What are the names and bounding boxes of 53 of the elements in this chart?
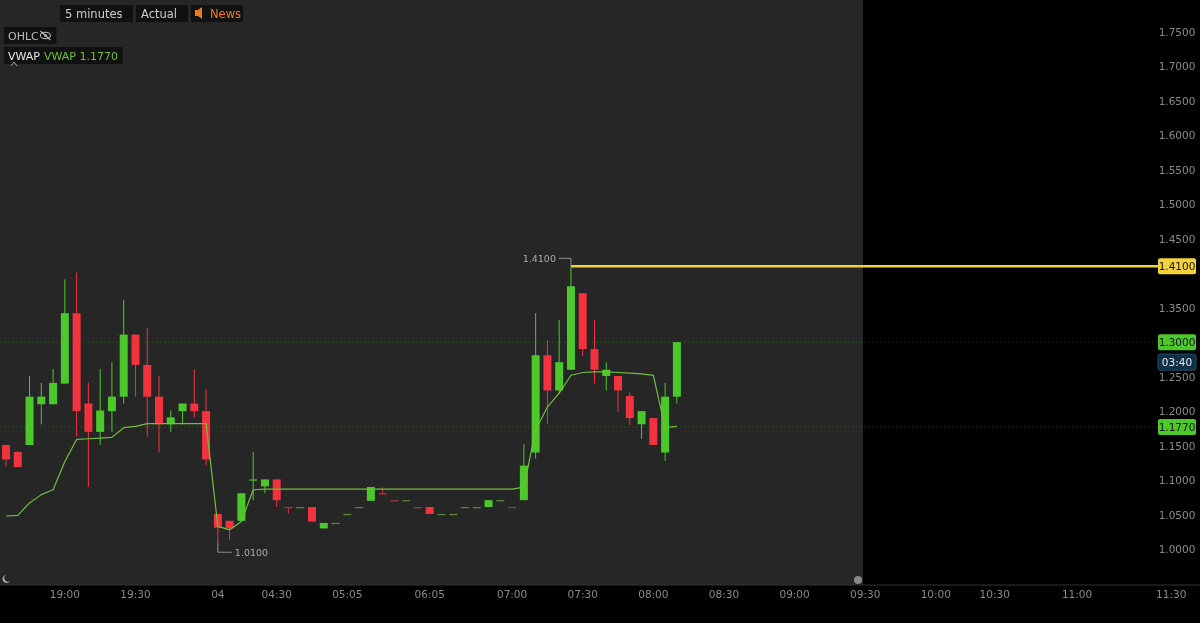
candlestick	[49, 368, 58, 405]
ref-line-label: 1.1770	[1158, 421, 1196, 434]
x-tick-label: 11:30	[1156, 588, 1187, 600]
x-tick-label: 10:00	[920, 588, 951, 600]
annotation: Actual	[141, 6, 178, 21]
candlestick	[625, 392, 634, 426]
y-tick-label: 1.0000	[1158, 543, 1196, 556]
x-tick-label: 06:05	[414, 588, 445, 600]
x-tick-label: 08:30	[708, 588, 740, 600]
x-tick-label: 04	[211, 588, 225, 600]
y-tick-label: 1.2000	[1158, 405, 1196, 418]
y-tick-label: 1.6000	[1158, 129, 1196, 142]
x-tick-label: 11:00	[1061, 588, 1093, 600]
y-tick-label: 1.7000	[1158, 60, 1196, 73]
text: VWAP 1.1770	[44, 49, 118, 63]
x-tick-label: 05:05	[332, 588, 363, 600]
candlestick	[637, 410, 646, 440]
y-tick-label: 1.5500	[1158, 163, 1196, 176]
x-tick-label: 07:00	[496, 588, 528, 600]
candlestick	[190, 368, 199, 418]
x-tick-label: 19:00	[49, 588, 80, 600]
y-tick-label: 1.4500	[1158, 232, 1196, 245]
annotation: 1.4100	[522, 252, 556, 264]
x-tick-label: 10:30	[979, 588, 1010, 600]
annotation: News	[210, 6, 242, 21]
y-tick-label: 1.0500	[1158, 508, 1196, 521]
x-tick-label: 08:00	[638, 588, 669, 600]
y-tick-label: 1.7500	[1158, 25, 1196, 38]
candlestick	[37, 382, 46, 425]
candlestick	[249, 451, 258, 501]
y-tick-label: 1.1500	[1158, 439, 1196, 452]
annotation: 5 minutes	[65, 6, 123, 21]
y-tick-label: 1.3500	[1158, 301, 1196, 314]
candlestick	[107, 361, 116, 433]
y-tick-label: 1.6500	[1158, 94, 1196, 107]
ref-line-label: 1.3000	[1158, 336, 1196, 349]
x-tick-label: 09:30	[850, 588, 881, 600]
annotation: VWAP	[8, 49, 41, 63]
candlestick	[96, 368, 105, 446]
annotation: 03:40	[1161, 356, 1193, 369]
annotation: 1.0100	[234, 546, 269, 558]
x-tick-label: 09:00	[779, 588, 810, 600]
candlestick	[614, 375, 623, 413]
annotation: OHLC	[8, 29, 40, 43]
y-tick-label: 1.5000	[1158, 198, 1196, 211]
ref-line-label: 1.4100	[1158, 260, 1196, 273]
y-tick-label: 1.1000	[1158, 474, 1196, 487]
x-tick-label: 19:30	[120, 588, 151, 600]
x-tick-label: 04:30	[261, 588, 292, 600]
candlestick	[590, 319, 599, 385]
y-tick-label: 1.2500	[1158, 370, 1196, 383]
x-tick-label: 07:30	[567, 588, 598, 600]
candlestick	[272, 478, 281, 508]
